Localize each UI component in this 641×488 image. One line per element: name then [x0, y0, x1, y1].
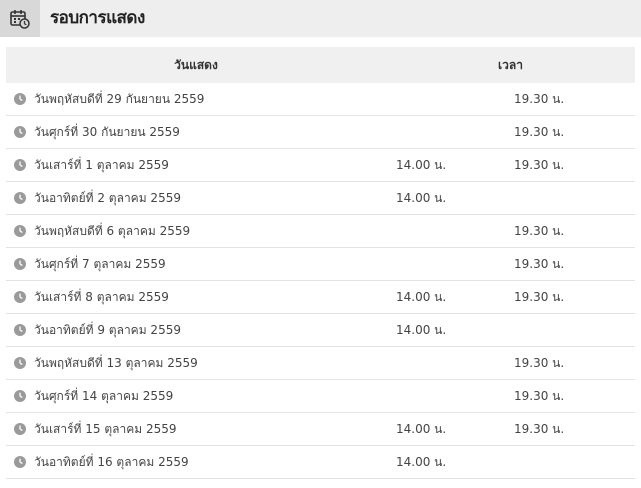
show-time-matinee: 14.00 น.: [396, 455, 447, 469]
show-time-matinee: 14.00 น.: [396, 158, 447, 172]
clock-icon: [14, 225, 26, 237]
show-time-evening: 19.30 น.: [514, 422, 565, 436]
table-row: วันศุกร์ที่ 7 ตุลาคม 2559 19.30 น.: [6, 248, 635, 281]
show-time-evening: 19.30 น.: [514, 92, 565, 106]
table-row: วันศุกร์ที่ 30 กันยายน 2559 19.30 น.: [6, 116, 635, 149]
show-date: วันอาทิตย์ที่ 2 ตุลาคม 2559: [34, 191, 181, 205]
schedule-table: วันแสดง เวลา วันพฤหัสบดีที่ 29 กันยายน 2…: [6, 47, 635, 479]
page-title: รอบการแสดง: [50, 8, 145, 28]
show-time-evening: 19.30 น.: [514, 158, 565, 172]
show-date: วันพฤหัสบดีที่ 13 ตุลาคม 2559: [34, 356, 198, 370]
show-time-evening: 19.30 น.: [514, 389, 565, 403]
table-body: วันพฤหัสบดีที่ 29 กันยายน 2559 19.30 น. วั…: [6, 83, 635, 479]
show-date: วันเสาร์ที่ 1 ตุลาคม 2559: [34, 158, 169, 172]
show-date: วันศุกร์ที่ 14 ตุลาคม 2559: [34, 389, 174, 403]
clock-icon: [14, 324, 26, 336]
clock-icon: [14, 357, 26, 369]
table-row: วันเสาร์ที่ 1 ตุลาคม 2559 14.00 น. 19.30 น…: [6, 149, 635, 182]
table-row: วันเสาร์ที่ 15 ตุลาคม 2559 14.00 น. 19.30 …: [6, 413, 635, 446]
show-time-evening: 19.30 น.: [514, 125, 565, 139]
show-time-evening: 19.30 น.: [514, 290, 565, 304]
header-icon-box: [0, 0, 40, 37]
table-row: วันพฤหัสบดีที่ 6 ตุลาคม 2559 19.30 น.: [6, 215, 635, 248]
clock-icon: [14, 126, 26, 138]
table-row: วันพฤหัสบดีที่ 29 กันยายน 2559 19.30 น.: [6, 83, 635, 116]
show-date: วันพฤหัสบดีที่ 29 กันยายน 2559: [34, 92, 205, 106]
table-header: วันแสดง เวลา: [6, 47, 635, 83]
show-date: วันศุกร์ที่ 30 กันยายน 2559: [34, 125, 180, 139]
clock-icon: [14, 423, 26, 435]
show-time-matinee: 14.00 น.: [396, 290, 447, 304]
column-header-date: วันแสดง: [174, 58, 218, 72]
table-row: วันอาทิตย์ที่ 9 ตุลาคม 2559 14.00 น.: [6, 314, 635, 347]
table-row: วันอาทิตย์ที่ 2 ตุลาคม 2559 14.00 น.: [6, 182, 635, 215]
table-row: วันพฤหัสบดีที่ 13 ตุลาคม 2559 19.30 น.: [6, 347, 635, 380]
table-row: วันอาทิตย์ที่ 16 ตุลาคม 2559 14.00 น.: [6, 446, 635, 479]
clock-icon: [14, 390, 26, 402]
show-date: วันอาทิตย์ที่ 9 ตุลาคม 2559: [34, 323, 181, 337]
show-time-evening: 19.30 น.: [514, 356, 565, 370]
show-time-matinee: 14.00 น.: [396, 323, 447, 337]
calendar-clock-icon: [10, 9, 30, 29]
show-time-evening: 19.30 น.: [514, 257, 565, 271]
show-date: วันอาทิตย์ที่ 16 ตุลาคม 2559: [34, 455, 189, 469]
show-date: วันพฤหัสบดีที่ 6 ตุลาคม 2559: [34, 224, 191, 238]
clock-icon: [14, 93, 26, 105]
clock-icon: [14, 258, 26, 270]
clock-icon: [14, 456, 26, 468]
table-row: วันศุกร์ที่ 14 ตุลาคม 2559 19.30 น.: [6, 380, 635, 413]
show-time-matinee: 14.00 น.: [396, 422, 447, 436]
show-date: วันศุกร์ที่ 7 ตุลาคม 2559: [34, 257, 166, 271]
show-date: วันเสาร์ที่ 15 ตุลาคม 2559: [34, 422, 177, 436]
show-time-evening: 19.30 น.: [514, 224, 565, 238]
show-date: วันเสาร์ที่ 8 ตุลาคม 2559: [34, 290, 169, 304]
section-header: รอบการแสดง: [0, 0, 641, 37]
column-header-time: เวลา: [498, 58, 523, 72]
show-time-matinee: 14.00 น.: [396, 191, 447, 205]
clock-icon: [14, 159, 26, 171]
clock-icon: [14, 291, 26, 303]
table-row: วันเสาร์ที่ 8 ตุลาคม 2559 14.00 น. 19.30 น…: [6, 281, 635, 314]
clock-icon: [14, 192, 26, 204]
